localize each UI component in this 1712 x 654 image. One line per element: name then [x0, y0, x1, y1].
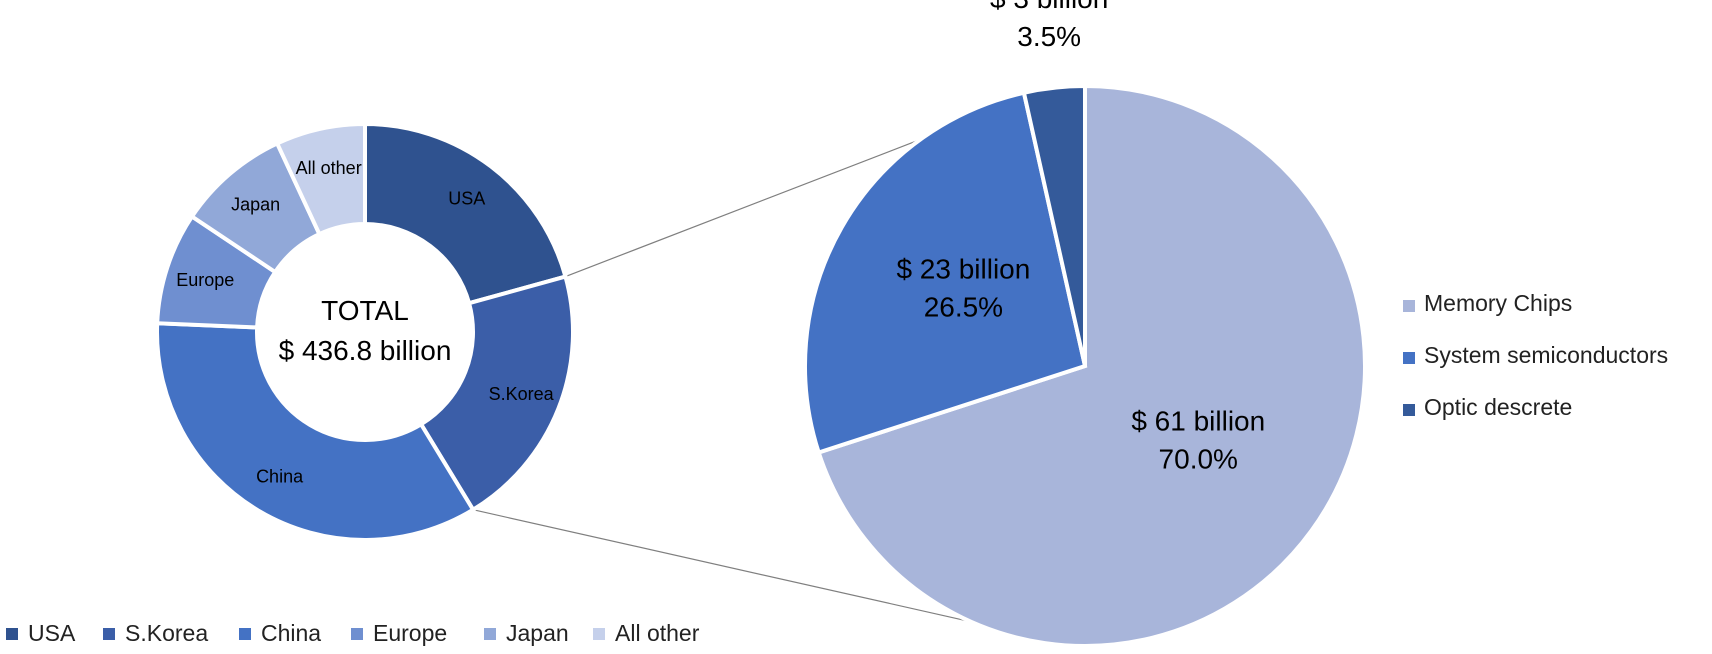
legend-swatch-china: [239, 628, 251, 640]
legend-label-system-semiconductors: System semiconductors: [1424, 342, 1668, 368]
donut-slice-label-all-other: All other: [296, 158, 362, 178]
legend-label-optic-descrete: Optic descrete: [1424, 394, 1572, 420]
donut-slice-usa: [363, 121, 568, 306]
connector-lines: [472, 138, 972, 623]
pie-value-label-memory-chips: $ 61 billion: [1131, 405, 1265, 436]
legend-label-usa: USA: [28, 620, 76, 646]
pie-slice-system-semiconductors: [803, 90, 1088, 456]
donut-slice-label-s-korea: S.Korea: [489, 384, 555, 404]
donut-chart: USA S.Korea China Europe Japan All other: [155, 121, 575, 542]
pie-percent-label-system-semiconductors: 26.5%: [924, 292, 1003, 323]
legend-label-all-other: All other: [615, 620, 700, 646]
donut-slice-label-europe: Europe: [176, 270, 234, 290]
pie-slice-optic-descrete: [1021, 83, 1087, 367]
pie-chart: $ 61 billion 70.0% $ 23 billion 26.5% $ 3 bi…: [803, 0, 1367, 648]
connector-line-top: [565, 138, 921, 278]
legend-swatch-europe: [351, 628, 363, 640]
legend-swatch-system-semiconductors: [1403, 352, 1415, 364]
donut-slice-all-other: [274, 121, 367, 237]
donut-center-total-label: TOTAL: [321, 295, 409, 326]
legend-label-japan: Japan: [506, 620, 569, 646]
donut-slice-china: [155, 321, 476, 542]
legend-label-china: China: [261, 620, 321, 646]
legend-swatch-japan: [484, 628, 496, 640]
pie-slice-memory-chips: [816, 83, 1367, 648]
legend-swatch-s-korea: [103, 628, 115, 640]
pie-value-label-system-semiconductors: $ 23 billion: [896, 254, 1030, 285]
donut-slice-label-japan: Japan: [231, 194, 280, 214]
legend-swatch-all-other: [593, 628, 605, 640]
legend-swatch-usa: [6, 628, 18, 640]
donut-legend: USA S.Korea China Europe Japan All other: [6, 620, 700, 646]
donut-slice-label-china: China: [256, 467, 304, 487]
pie-value-label-optic-descrete: $ 3 billion: [990, 0, 1108, 14]
donut-slice-label-usa: USA: [448, 188, 485, 208]
legend-label-memory-chips: Memory Chips: [1424, 290, 1572, 316]
legend-label-s-korea: S.Korea: [125, 620, 208, 646]
pie-percent-label-optic-descrete: 3.5%: [1017, 21, 1081, 52]
connector-line-bottom: [472, 509, 972, 623]
legend-swatch-optic-descrete: [1403, 404, 1415, 416]
donut-center-value-label: $ 436.8 billion: [279, 335, 452, 366]
pie-percent-label-memory-chips: 70.0%: [1159, 443, 1238, 474]
legend-swatch-memory-chips: [1403, 300, 1415, 312]
donut-slice-s-korea: [418, 274, 575, 513]
pie-legend: Memory Chips System semiconductors Optic d…: [1403, 290, 1668, 420]
legend-label-europe: Europe: [373, 620, 447, 646]
